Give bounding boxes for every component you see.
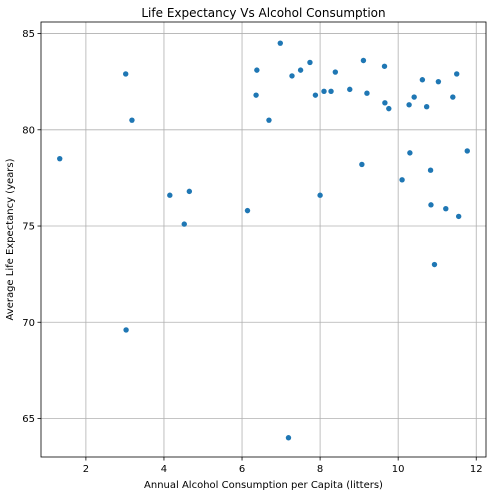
x-tick-label: 12 <box>470 464 483 475</box>
scatter-point <box>328 88 334 94</box>
scatter-point <box>455 213 462 220</box>
scatter-point <box>307 59 313 66</box>
scatter-point <box>411 94 417 100</box>
x-tick-label: 6 <box>239 464 245 475</box>
scatter-point <box>454 71 460 77</box>
x-tick-label: 2 <box>83 464 89 475</box>
y-tick-label: 80 <box>22 125 35 136</box>
scatter-point <box>382 100 388 106</box>
x-tick-label: 8 <box>317 464 323 475</box>
scatter-point <box>419 77 426 83</box>
scatter-point <box>406 102 412 108</box>
axis-ticks: 2 4 6 8 10 12 65 70 75 80 85 <box>22 29 482 475</box>
y-tick-label: 70 <box>22 318 35 329</box>
scatter-point <box>359 161 365 168</box>
scatter-point <box>423 103 430 110</box>
scatter-point <box>427 167 434 173</box>
scatter-point <box>167 192 173 198</box>
scatter-point <box>181 221 187 227</box>
y-tick-label: 85 <box>22 29 35 40</box>
scatter-point <box>321 88 327 94</box>
scatter-point <box>381 63 388 69</box>
scatter-point <box>464 148 470 154</box>
scatter-point <box>360 57 367 64</box>
scatter-point <box>407 150 413 156</box>
scatter-point <box>244 207 251 214</box>
scatter-point <box>285 435 292 441</box>
scatter-point <box>317 192 323 198</box>
scatter-point <box>435 78 442 85</box>
data-points <box>57 40 470 441</box>
y-tick-label: 65 <box>22 414 35 425</box>
x-tick-label: 10 <box>392 464 405 475</box>
chart-title: Life Expectancy Vs Alcohol Consumption <box>141 6 385 20</box>
y-tick-label: 75 <box>22 222 35 233</box>
scatter-point <box>364 90 370 96</box>
scatter-point <box>253 92 259 98</box>
scatter-point <box>312 92 319 98</box>
grid-lines <box>41 22 486 457</box>
scatter-point <box>332 69 339 75</box>
scatter-point <box>129 117 135 123</box>
scatter-point <box>123 71 129 77</box>
scatter-point <box>186 188 193 195</box>
scatter-point <box>428 202 434 208</box>
scatter-point <box>277 40 283 46</box>
scatter-point <box>254 67 260 73</box>
scatter-point <box>289 73 295 79</box>
x-axis-label: Annual Alcohol Consumption per Capita (l… <box>144 480 383 491</box>
plot-frame <box>40 21 487 458</box>
scatter-point <box>443 206 449 212</box>
scatter-point <box>297 67 304 73</box>
scatter-point <box>431 261 438 268</box>
scatter-point <box>450 94 456 100</box>
scatter-point <box>386 105 392 112</box>
scatter-point <box>266 117 272 123</box>
scatter-point <box>347 86 353 93</box>
y-axis-label: Average Life Expectancy (years) <box>5 158 16 320</box>
scatter-point <box>57 155 63 162</box>
scatter-point <box>399 177 405 183</box>
x-tick-label: 4 <box>161 464 167 475</box>
scatter-point <box>123 327 129 333</box>
